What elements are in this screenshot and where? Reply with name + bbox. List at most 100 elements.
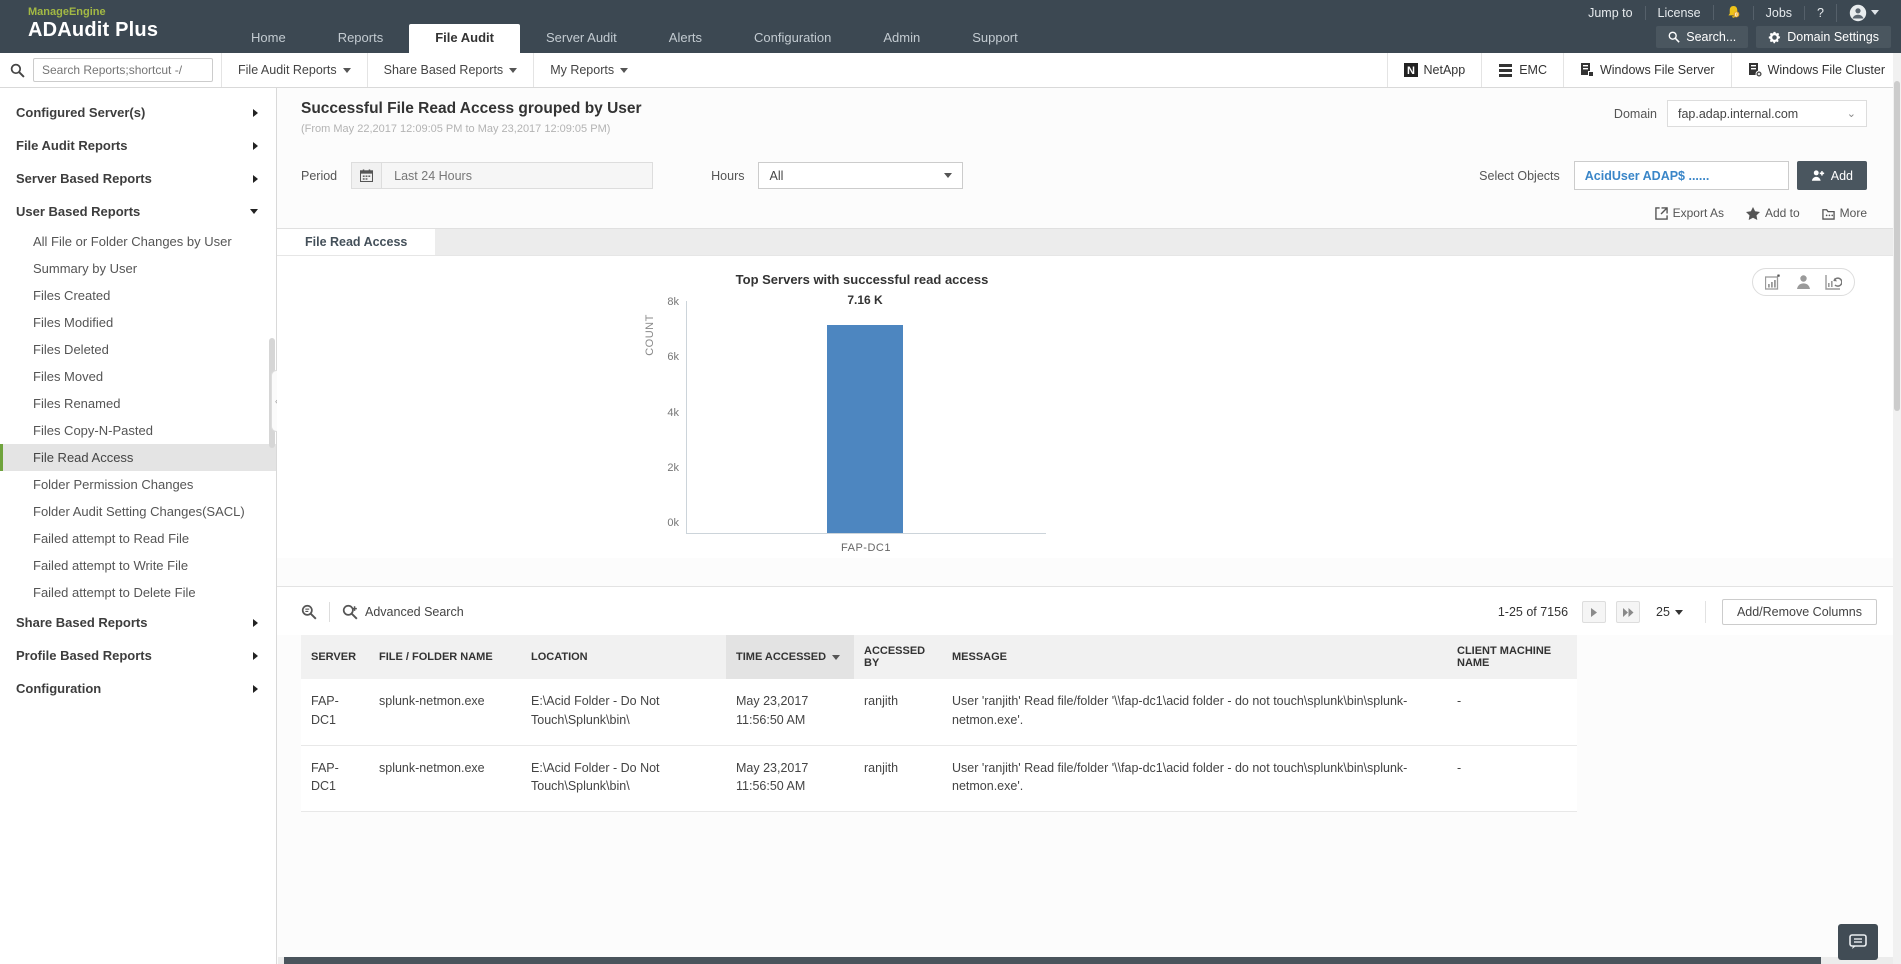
global-search-button[interactable]: Search... — [1656, 26, 1749, 48]
col-time-accessed[interactable]: TIME ACCESSED — [726, 635, 854, 679]
license-link[interactable]: License — [1644, 5, 1713, 20]
pagination-range: 1-25 of 7156 — [1497, 605, 1569, 619]
help-link[interactable]: ? — [1804, 5, 1836, 20]
refresh-chart-icon[interactable] — [1825, 274, 1842, 290]
platform-windows-file-server[interactable]: Windows File Server — [1562, 53, 1731, 87]
table-row[interactable]: FAP-DC1 splunk-netmon.exe E:\Acid Folder… — [301, 745, 1577, 812]
export-as-button[interactable]: Export As — [1654, 206, 1724, 220]
sidebar-group-file-audit-reports[interactable]: File Audit Reports — [0, 129, 276, 162]
sidebar-group-share-based-reports[interactable]: Share Based Reports — [0, 606, 276, 639]
add-chart-icon[interactable] — [1765, 274, 1782, 290]
sidebar-item-files-modified[interactable]: Files Modified — [33, 315, 114, 330]
chart-panel: Top Servers with successful read access … — [277, 256, 1901, 558]
sidebar-item-file-read-access[interactable]: File Read Access — [0, 444, 276, 471]
col-message[interactable]: MESSAGE — [942, 635, 1447, 679]
col-client-machine-name[interactable]: CLIENT MACHINE NAME — [1447, 635, 1577, 679]
sidebar-item-files-deleted[interactable]: Files Deleted — [33, 342, 109, 357]
menu-my-reports[interactable]: My Reports — [533, 53, 644, 87]
report-date-range: (From May 22,2017 12:09:05 PM to May 23,… — [301, 123, 611, 135]
chat-icon — [1849, 934, 1867, 949]
add-objects-button[interactable]: Add — [1796, 161, 1867, 190]
cell-file-link[interactable]: splunk-netmon.exe — [369, 745, 521, 812]
sidebar-group-configured-servers[interactable]: Configured Server(s) — [0, 96, 276, 129]
sidebar-group-profile-based-reports[interactable]: Profile Based Reports — [0, 639, 276, 672]
sidebar-item-files-renamed[interactable]: Files Renamed — [33, 396, 121, 411]
brand-logo[interactable]: ManageEngine ADAudit Plus — [0, 0, 215, 53]
sidebar-item-failed-attempt-to-delete-file[interactable]: Failed attempt to Delete File — [33, 585, 196, 600]
add-to-button[interactable]: Add to — [1745, 206, 1800, 220]
jobs-link[interactable]: Jobs — [1752, 5, 1804, 20]
chevron-right-icon — [253, 618, 258, 627]
nav-configuration[interactable]: Configuration — [754, 30, 832, 45]
sidebar-group-server-based-reports[interactable]: Server Based Reports — [0, 162, 276, 195]
jump-to-link[interactable]: Jump to — [1588, 5, 1633, 20]
page-size-select[interactable]: 25 — [1656, 605, 1683, 619]
sidebar-item-files-moved[interactable]: Files Moved — [33, 369, 104, 384]
cell-location: E:\Acid Folder - Do Not Touch\Splunk\bin… — [521, 679, 726, 746]
period-picker[interactable]: Last 24 Hours — [351, 162, 654, 189]
report-search-input[interactable] — [33, 58, 213, 82]
sidebar-item-files-copy-n-pasted[interactable]: Files Copy-N-Pasted — [33, 423, 153, 438]
menu-file-audit-reports[interactable]: File Audit Reports — [221, 53, 367, 87]
nav-support[interactable]: Support — [972, 30, 1018, 45]
sidebar-item-all-file-or-folder-changes-by-user[interactable]: All File or Folder Changes by User — [33, 234, 232, 249]
chart-title: Top Servers with successful read access — [735, 272, 989, 287]
sidebar-item-summary-by-user[interactable]: Summary by User — [33, 261, 138, 276]
more-button[interactable]: More — [1821, 206, 1867, 220]
sidebar-item-folder-permission-changes[interactable]: Folder Permission Changes — [33, 477, 194, 492]
platform-windows-file-cluster[interactable]: Windows File Cluster — [1730, 53, 1901, 87]
nav-admin[interactable]: Admin — [883, 30, 921, 45]
table-row[interactable]: FAP-DC1 splunk-netmon.exe E:\Acid Folder… — [301, 679, 1577, 746]
nav-home[interactable]: Home — [251, 30, 286, 45]
sidebar-item-files-created[interactable]: Files Created — [33, 288, 111, 303]
y-axis-title: COUNT — [644, 314, 657, 356]
advanced-search-button[interactable]: Advanced Search — [342, 604, 464, 620]
last-icon — [1622, 607, 1634, 617]
col-accessed-by[interactable]: ACCESSED BY — [854, 635, 942, 679]
gear-icon — [1769, 31, 1781, 43]
chart-bar[interactable] — [827, 325, 903, 533]
notifications-icon[interactable]: 0 — [1712, 5, 1753, 20]
sidebar-item-folder-audit-setting-changes-sacl[interactable]: Folder Audit Setting Changes(SACL) — [33, 504, 245, 519]
nav-server-audit[interactable]: Server Audit — [545, 30, 617, 45]
group-by-user-icon[interactable] — [1796, 274, 1811, 290]
sort-desc-icon — [832, 654, 841, 660]
add-remove-columns-button[interactable]: Add/Remove Columns — [1721, 599, 1877, 625]
sidebar-group-configuration[interactable]: Configuration — [0, 672, 276, 705]
horizontal-scrollbar[interactable] — [278, 957, 1893, 964]
horizontal-scroll-thumb[interactable] — [284, 957, 1821, 964]
platform-netapp[interactable]: N NetApp — [1386, 53, 1482, 87]
table-header-row: SERVER FILE / FOLDER NAME LOCATION TIME … — [301, 635, 1577, 679]
sidebar-group-user-based-reports[interactable]: User Based Reports — [0, 195, 276, 228]
tab-file-read-access[interactable]: File Read Access — [277, 229, 436, 255]
col-location[interactable]: LOCATION — [521, 635, 726, 679]
cell-time: May 23,2017 11:56:50 AM — [726, 679, 854, 746]
cell-client: - — [1447, 745, 1577, 812]
calendar-icon — [352, 163, 383, 188]
last-page-button[interactable] — [1616, 601, 1641, 623]
feedback-button[interactable] — [1838, 924, 1878, 960]
chevron-down-icon — [944, 173, 953, 178]
vertical-scroll-thumb[interactable] — [1894, 81, 1900, 411]
col-server[interactable]: SERVER — [301, 635, 369, 679]
nav-reports[interactable]: Reports — [337, 30, 384, 45]
top-bar: ManageEngine ADAudit Plus Home Reports F… — [0, 0, 1901, 53]
vertical-scrollbar[interactable] — [1893, 53, 1901, 964]
nav-alerts[interactable]: Alerts — [668, 30, 703, 45]
add-user-icon — [1811, 170, 1824, 181]
hours-select[interactable]: All — [758, 162, 964, 189]
menu-share-based-reports[interactable]: Share Based Reports — [366, 53, 534, 87]
user-avatar[interactable] — [1836, 3, 1891, 22]
nav-file-audit[interactable]: File Audit — [409, 24, 520, 53]
platform-emc[interactable]: EMC — [1481, 53, 1563, 87]
sidebar-item-failed-attempt-to-write-file[interactable]: Failed attempt to Write File — [33, 558, 189, 573]
col-file-folder-name[interactable]: FILE / FOLDER NAME — [369, 635, 521, 679]
cell-file-link[interactable]: splunk-netmon.exe — [369, 679, 521, 746]
domain-settings-button[interactable]: Domain Settings — [1756, 26, 1891, 48]
sidebar-item-failed-attempt-to-read-file[interactable]: Failed attempt to Read File — [33, 531, 190, 546]
select-objects-input[interactable]: AcidUser ADAP$ ...... — [1573, 161, 1789, 190]
search-icon — [1668, 31, 1680, 43]
domain-select[interactable]: fap.adap.internal.com ⌄ — [1667, 100, 1867, 127]
column-search-icon[interactable] — [301, 604, 317, 620]
next-page-button[interactable] — [1582, 601, 1607, 623]
